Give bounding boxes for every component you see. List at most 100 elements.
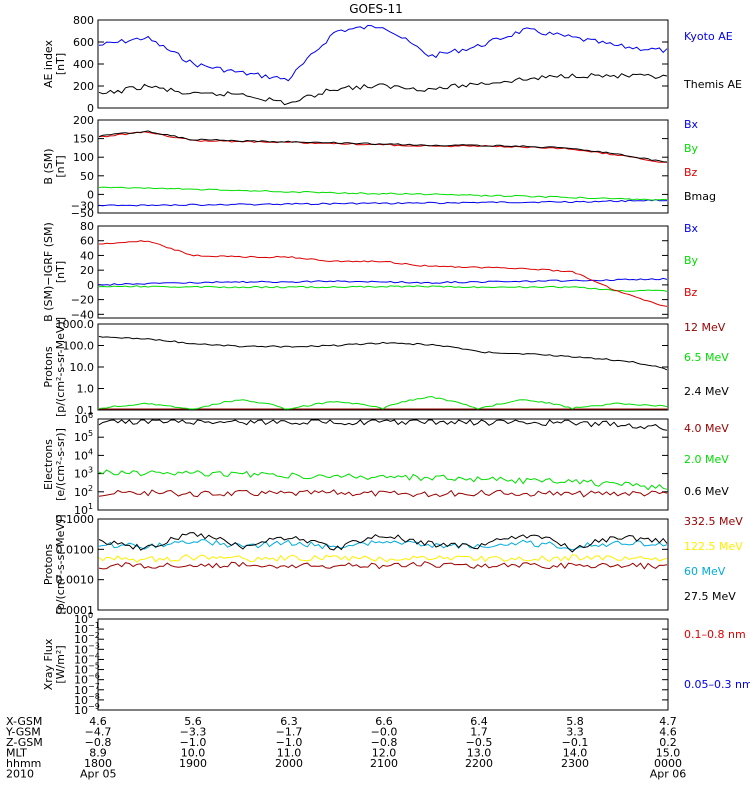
ephemeris-value: −0.5 <box>466 736 493 749</box>
y-tick-label: 10 <box>74 468 88 481</box>
y-tick-exponent: 4 <box>88 447 93 456</box>
ephemeris-value: 4.6 <box>659 726 677 739</box>
series-line-3-2 <box>98 335 668 371</box>
ephemeris-value: 12.0 <box>372 747 397 760</box>
y-tick-exponent: 1 <box>88 502 93 511</box>
y-tick-exponent: 5 <box>88 429 93 438</box>
legend-entry: 0.05–0.3 nm <box>684 678 750 691</box>
y-tick-exponent: −7 <box>88 682 100 691</box>
y-axis-label: B (SM) <box>42 148 55 184</box>
y-tick-label: 50 <box>80 170 94 183</box>
y-tick-exponent: 0 <box>88 611 93 620</box>
ephemeris-value: −1.0 <box>180 736 207 749</box>
y-tick-exponent: 2 <box>88 484 93 493</box>
y-tick-label: 0 <box>87 188 94 201</box>
series-line-1-2 <box>98 131 668 163</box>
ephemeris-row-label: X-GSM <box>6 715 42 728</box>
y-tick-label: −20 <box>71 294 94 307</box>
panel-protons1: 0.1 1.0 10.0 100.0 1000.0 Protons [p/(cm²-s-sr… <box>42 317 729 417</box>
y-tick-label: 0.0100 <box>56 543 95 556</box>
y-tick-label: 0.0010 <box>56 574 95 587</box>
ephemeris-value: −0.8 <box>371 736 398 749</box>
legend-entry: 0.1–0.8 nm <box>684 628 746 641</box>
ephemeris-row-label: 2010 <box>6 768 34 781</box>
legend-entry: 4.0 MeV <box>684 422 729 435</box>
ephemeris-value: 6.3 <box>280 715 298 728</box>
ephemeris-value: 3.3 <box>566 726 584 739</box>
y-tick-label: 10 <box>74 694 88 707</box>
series-line-3-1 <box>98 396 668 410</box>
y-tick-exponent: −6 <box>88 672 100 681</box>
legend-entry: 2.0 MeV <box>684 453 729 466</box>
y-tick-label: 10 <box>74 504 88 517</box>
y-axis-label: [nT] <box>54 155 67 177</box>
legend-entry: Bz <box>684 286 698 299</box>
y-tick-exponent: −5 <box>88 662 100 671</box>
y-axis-label: [p/(cm²-s-sr-MeV)] <box>54 515 67 615</box>
y-tick-label: 10 <box>74 449 88 462</box>
panel-frame <box>97 518 669 611</box>
legend-entry: Themis AE <box>683 78 742 91</box>
y-tick-label: 20 <box>80 264 94 277</box>
series-line-1-1 <box>98 186 668 201</box>
y-tick-label: 600 <box>73 36 94 49</box>
series-line-4-0 <box>98 489 668 498</box>
y-tick-label: 10.0 <box>70 361 95 374</box>
y-tick-label: 200 <box>73 114 94 127</box>
series-line-2-2 <box>99 240 668 307</box>
y-tick-label: 1.0 <box>77 383 95 396</box>
series-line-5-3 <box>98 532 668 553</box>
y-tick-exponent: 6 <box>88 411 93 420</box>
legend-entry: 122.5 MeV <box>684 540 743 553</box>
y-tick-label: 0.1 <box>77 404 95 417</box>
ephemeris-value: 11.0 <box>277 747 302 760</box>
panel-frame <box>97 418 669 511</box>
y-axis-label: [nT] <box>54 261 67 283</box>
ephemeris-row-label: Y-GSM <box>5 726 41 739</box>
y-tick-label: −40 <box>71 308 94 321</box>
y-axis-label: [p/(cm²-s-sr-MeV)] <box>54 317 67 417</box>
legend-entry: 2.4 MeV <box>684 385 729 398</box>
y-axis-label: [W/m²] <box>54 645 67 683</box>
y-tick-exponent: 3 <box>88 466 93 475</box>
y-tick-exponent: −8 <box>88 692 100 701</box>
series-line-5-2 <box>98 539 668 551</box>
panel-frame <box>97 323 669 411</box>
y-tick-exponent: −2 <box>88 631 100 640</box>
panel-bsm: −50−300 50 100 150 200 B (SM) [nT] Bx By Bz Bmag <box>42 114 716 220</box>
ephemeris-value: 4.7 <box>659 715 677 728</box>
y-tick-label: −50 <box>71 207 94 220</box>
y-tick-label: 0 <box>87 279 94 292</box>
ephemeris-value: −0.0 <box>371 726 398 739</box>
ephemeris-value: 1800 <box>84 757 112 770</box>
y-tick-label: 1000.0 <box>56 318 95 331</box>
y-tick-label: 10 <box>74 613 88 626</box>
ephemeris-value: 8.9 <box>89 747 107 760</box>
ephemeris-value: 1900 <box>179 757 207 770</box>
panel-frame <box>97 19 669 109</box>
y-tick-label: 100 <box>73 151 94 164</box>
y-tick-label: 10 <box>74 653 88 666</box>
ephemeris-value: Apr 06 <box>650 768 687 781</box>
y-tick-label: 10 <box>74 664 88 677</box>
panel-ae: 0 200 400 600 800 AE index [nT] Kyoto AE Themis … <box>42 14 742 115</box>
legend-entry: 27.5 MeV <box>684 590 736 603</box>
series-line-4-2 <box>98 419 668 431</box>
ephemeris-value: 2000 <box>275 757 303 770</box>
y-tick-exponent: −9 <box>88 702 100 711</box>
y-axis-label: AE index <box>42 39 55 88</box>
ephemeris-value: 0.2 <box>659 736 677 749</box>
ephemeris-value: 2100 <box>370 757 398 770</box>
ephemeris-value: −0.1 <box>562 736 589 749</box>
ephemeris-value: −1.0 <box>276 736 303 749</box>
legend-entry: Kyoto AE <box>684 30 733 43</box>
panel-protons2: 0.0001 0.0010 0.0100 0.1000 Protons [p/(cm²-s… <box>42 513 743 617</box>
ephemeris-value: 5.8 <box>566 715 584 728</box>
y-tick-label: 0.0001 <box>56 604 95 617</box>
y-tick-label: 80 <box>80 220 94 233</box>
y-axis-label: Electrons <box>42 439 55 490</box>
legend-entry: Bz <box>684 166 698 179</box>
y-tick-exponent: −4 <box>88 651 100 660</box>
